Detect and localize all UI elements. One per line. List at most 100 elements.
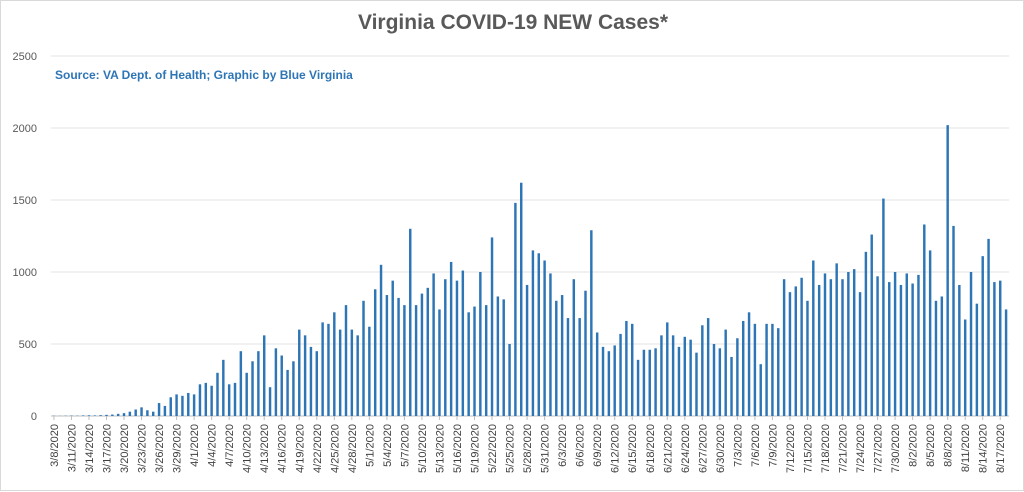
x-tick-label: 8/17/2020	[995, 424, 1007, 473]
bar	[987, 239, 989, 416]
bar	[941, 296, 943, 416]
bar	[158, 403, 160, 416]
bar	[526, 285, 528, 416]
x-tick-label: 6/27/2020	[697, 424, 709, 473]
x-tick-label: 5/28/2020	[522, 424, 534, 473]
bar	[245, 373, 247, 416]
bar	[999, 281, 1001, 416]
x-tick-label: 3/14/2020	[84, 424, 96, 473]
bar	[374, 289, 376, 416]
x-tick-label: 3/26/2020	[154, 424, 166, 473]
x-tick-label: 7/24/2020	[855, 424, 867, 473]
bar	[970, 272, 972, 416]
bar	[368, 327, 370, 416]
bar	[748, 312, 750, 416]
bar	[251, 361, 253, 416]
bar	[146, 410, 148, 416]
y-tick-label: 2000	[13, 123, 37, 135]
bar	[134, 410, 136, 416]
bar	[82, 415, 84, 416]
bar	[882, 199, 884, 416]
bar	[304, 335, 306, 416]
bar	[520, 183, 522, 416]
x-tick-label: 5/13/2020	[434, 424, 446, 473]
bar	[701, 325, 703, 416]
bar	[958, 285, 960, 416]
bar	[946, 125, 948, 416]
bars	[53, 125, 1008, 416]
x-tick-label: 6/15/2020	[627, 424, 639, 473]
bar	[660, 335, 662, 416]
bar	[859, 292, 861, 416]
bar	[631, 324, 633, 416]
bar	[795, 286, 797, 416]
x-tick-label: 6/21/2020	[662, 424, 674, 473]
bar	[397, 298, 399, 416]
bar	[415, 305, 417, 416]
x-tick-label: 7/30/2020	[890, 424, 902, 473]
x-tick-label: 3/17/2020	[101, 424, 113, 473]
x-tick-label: 5/19/2020	[470, 424, 482, 473]
bar	[222, 360, 224, 416]
bar	[473, 307, 475, 416]
bar	[590, 230, 592, 416]
x-tick-label: 6/9/2020	[592, 424, 604, 467]
bar	[830, 279, 832, 416]
bar	[900, 285, 902, 416]
y-tick-label: 1000	[13, 267, 37, 279]
bar	[818, 285, 820, 416]
bar	[865, 252, 867, 416]
bar	[765, 324, 767, 416]
x-tick-label: 3/29/2020	[172, 424, 184, 473]
bar	[438, 309, 440, 416]
bar	[257, 351, 259, 416]
bar	[584, 291, 586, 416]
bar	[485, 305, 487, 416]
bar	[608, 351, 610, 416]
x-tick-label: 5/7/2020	[399, 424, 411, 467]
bar	[193, 394, 195, 416]
x-tick-label: 6/6/2020	[575, 424, 587, 467]
bar	[689, 340, 691, 416]
bar	[824, 273, 826, 416]
x-tick-label: 4/1/2020	[189, 424, 201, 467]
bar	[199, 384, 201, 416]
bar	[783, 279, 785, 416]
bar	[88, 415, 90, 416]
x-tick-label: 8/2/2020	[908, 424, 920, 467]
bar	[906, 273, 908, 416]
bar	[929, 250, 931, 416]
bar	[993, 282, 995, 416]
x-tick-label: 7/12/2020	[785, 424, 797, 473]
bar	[409, 229, 411, 416]
x-tick-label: 4/7/2020	[224, 424, 236, 467]
bar	[275, 348, 277, 416]
bar	[175, 394, 177, 416]
bar	[666, 322, 668, 416]
bar	[742, 321, 744, 416]
x-tick-label: 6/18/2020	[645, 424, 657, 473]
bar	[316, 351, 318, 416]
bar	[117, 414, 119, 416]
y-tick-label: 1500	[13, 195, 37, 207]
x-tick-label: 7/3/2020	[732, 424, 744, 467]
bar	[356, 335, 358, 416]
bar	[771, 324, 773, 416]
x-tick-label: 3/11/2020	[66, 424, 78, 472]
x-tick-label: 4/28/2020	[347, 424, 359, 473]
bar	[111, 415, 113, 416]
bar	[263, 335, 265, 416]
bar	[286, 370, 288, 416]
bar	[129, 412, 131, 416]
bar	[444, 279, 446, 416]
bar	[281, 356, 283, 416]
bar	[964, 320, 966, 416]
bar	[292, 361, 294, 416]
bar	[707, 318, 709, 416]
x-tick-label: 8/8/2020	[943, 424, 955, 467]
bar	[210, 386, 212, 416]
bar	[380, 265, 382, 416]
x-tick-label: 6/30/2020	[715, 424, 727, 473]
